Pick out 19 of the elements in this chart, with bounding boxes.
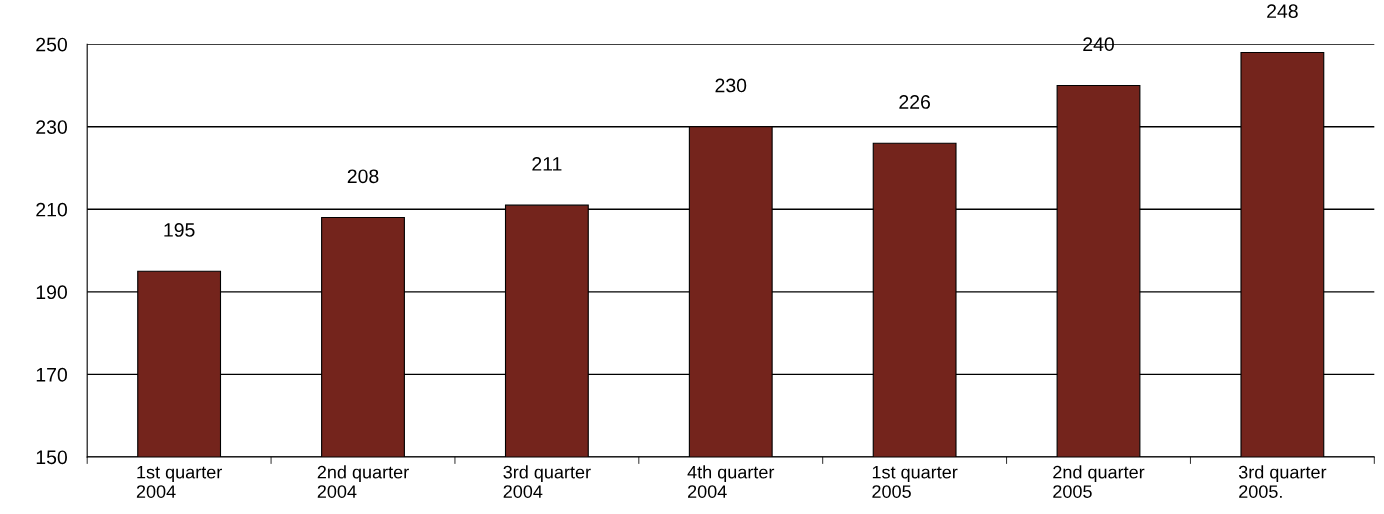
data-label: 208 — [347, 169, 379, 184]
data-label: 226 — [899, 95, 930, 109]
data-label: 248 — [1267, 4, 1298, 19]
x-tick-label: 1st quarter 2005 — [872, 465, 958, 498]
x-tick-label: 4th quarter 2004 — [687, 465, 775, 498]
y-tick-label: 230 — [36, 120, 67, 134]
x-tick-label: 3rd quarter 2004 — [503, 465, 591, 498]
data-label: 211 — [532, 157, 562, 171]
x-tick-label: 2nd quarter 2005 — [1053, 465, 1145, 498]
x-tick-label: 2nd quarter 2004 — [317, 465, 409, 498]
data-label: 230 — [715, 78, 747, 93]
data-label: 195 — [164, 223, 195, 237]
y-tick-label: 170 — [36, 367, 67, 382]
y-tick-label: 190 — [36, 285, 67, 300]
x-tick-label: 3rd quarter 2005. — [1238, 465, 1327, 498]
y-tick-label: 210 — [36, 202, 67, 217]
y-tick-label: 250 — [36, 37, 67, 52]
y-tick-label: 150 — [36, 450, 67, 465]
x-tick-label: 1st quarter 2004 — [136, 465, 222, 498]
